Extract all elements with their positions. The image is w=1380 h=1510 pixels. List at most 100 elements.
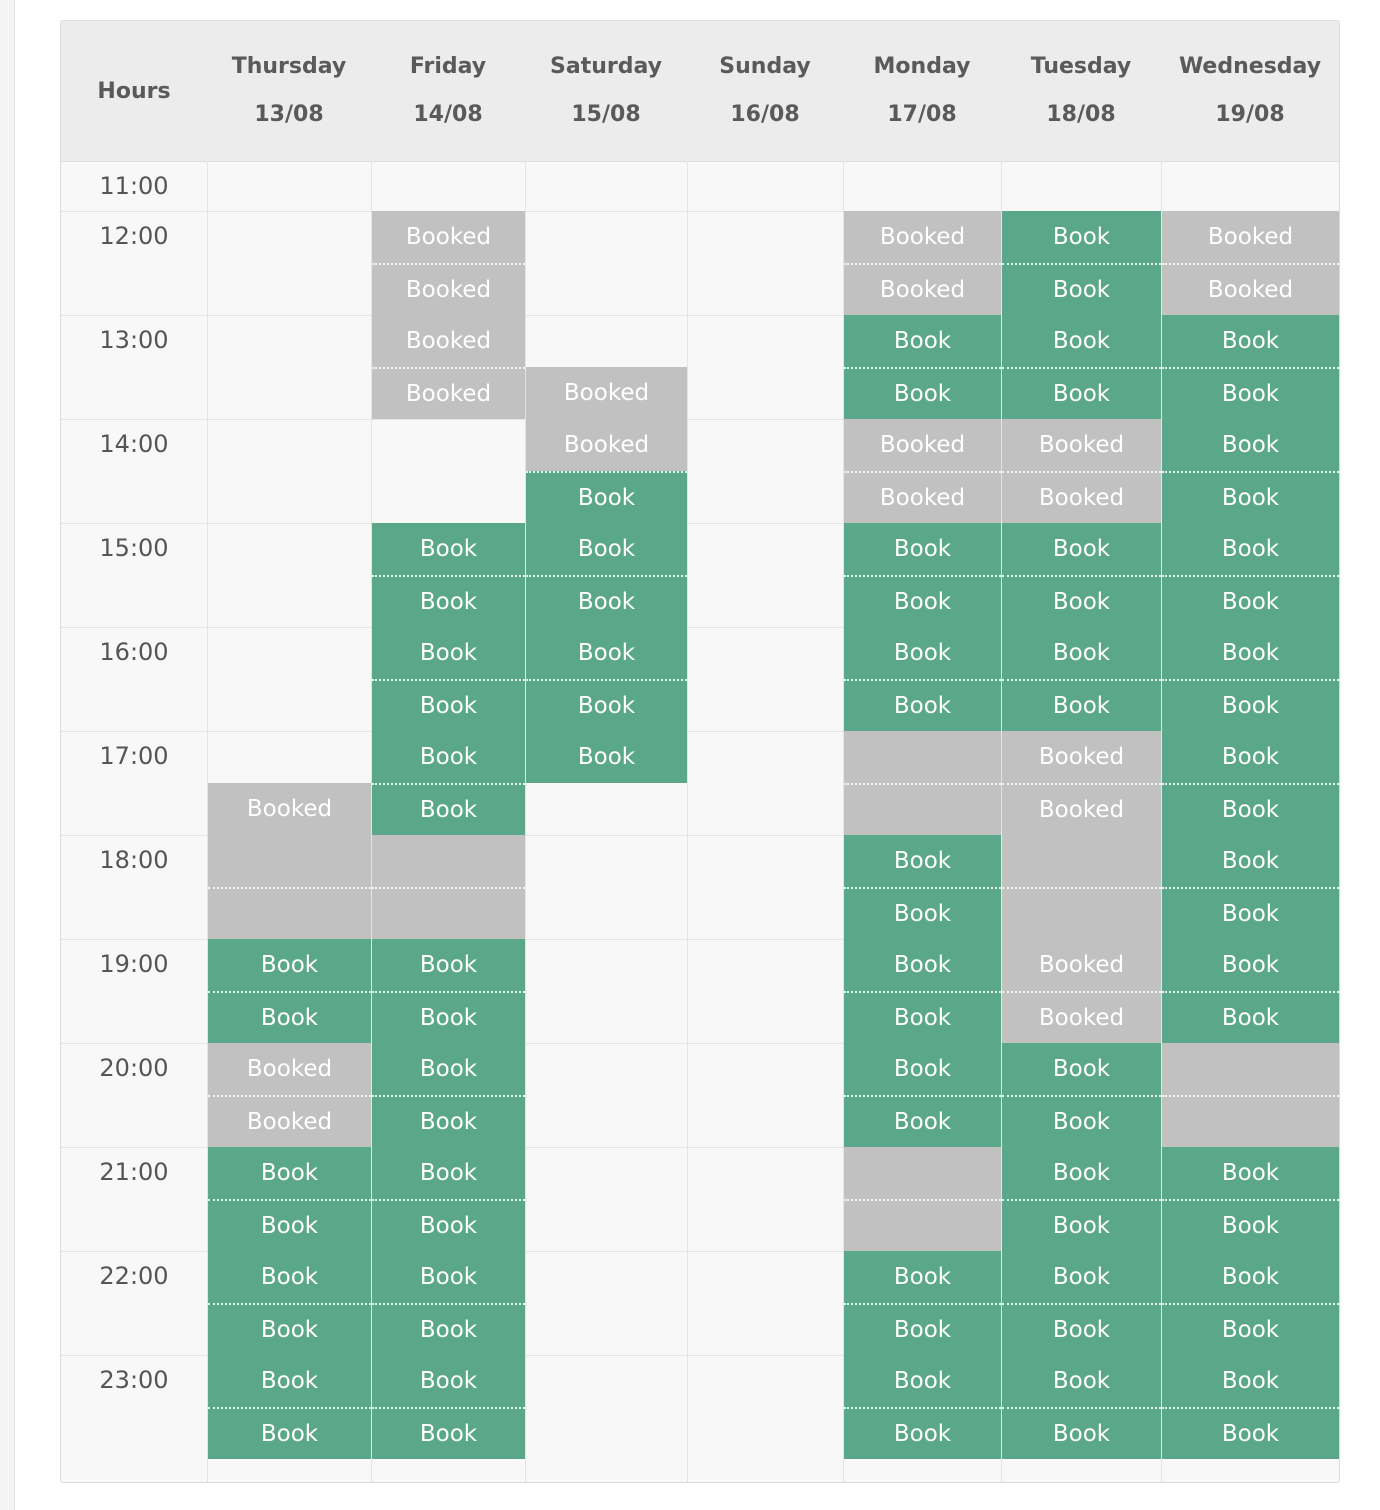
row-divider (61, 1355, 1339, 1356)
book-slot-button[interactable]: Book (844, 991, 1001, 1043)
book-slot-button[interactable]: Book (1162, 1303, 1339, 1355)
book-slot-button[interactable]: Book (1162, 627, 1339, 679)
book-slot-button[interactable]: Book (372, 1147, 525, 1199)
book-slot-button[interactable]: Book (372, 627, 525, 679)
book-slot-button[interactable]: Book (372, 731, 525, 783)
book-slot-button[interactable]: Book (1002, 263, 1161, 315)
book-slot-button[interactable]: Book (208, 991, 371, 1043)
book-slot-button[interactable]: Book (1162, 991, 1339, 1043)
book-slot-button[interactable]: Book (372, 1355, 525, 1407)
book-slot-button[interactable]: Book (526, 575, 687, 627)
book-slot-button[interactable]: Book (1162, 679, 1339, 731)
book-slot-button[interactable]: Book (372, 939, 525, 991)
book-slot-button[interactable]: Book (844, 1251, 1001, 1303)
book-slot-button[interactable]: Book (844, 1355, 1001, 1407)
book-slot-button[interactable]: Book (1162, 1355, 1339, 1407)
book-slot-button[interactable]: Book (372, 1407, 525, 1459)
book-slot-button[interactable]: Book (372, 1095, 525, 1147)
booked-slot: Booked (1002, 731, 1161, 783)
book-slot-button[interactable]: Book (844, 627, 1001, 679)
booked-slot: Booked (844, 419, 1001, 471)
book-slot-button[interactable]: Book (844, 523, 1001, 575)
booked-slot: Booked (208, 1095, 371, 1147)
book-slot-button[interactable]: Book (844, 679, 1001, 731)
booking-schedule-table: Hours Thursday 13/08 Friday 14/08 Saturday 15… (60, 20, 1340, 1483)
row-divider (61, 1251, 1339, 1252)
book-slot-button[interactable]: Book (372, 679, 525, 731)
unavailable-slot (208, 835, 371, 887)
book-slot-button[interactable]: Book (1002, 1043, 1161, 1095)
book-slot-button[interactable]: Book (844, 315, 1001, 367)
book-slot-button[interactable]: Book (372, 783, 525, 835)
booked-slot: Booked (526, 367, 687, 419)
book-slot-button[interactable]: Book (1002, 627, 1161, 679)
book-slot-button[interactable]: Book (844, 367, 1001, 419)
book-slot-button[interactable]: Book (208, 1147, 371, 1199)
book-slot-button[interactable]: Book (1162, 939, 1339, 991)
book-slot-button[interactable]: Book (526, 731, 687, 783)
book-slot-button[interactable]: Book (844, 1095, 1001, 1147)
book-slot-button[interactable]: Book (208, 1355, 371, 1407)
book-slot-button[interactable]: Book (372, 1043, 525, 1095)
book-slot-button[interactable]: Book (1162, 1147, 1339, 1199)
book-slot-button[interactable]: Book (526, 679, 687, 731)
book-slot-button[interactable]: Book (1002, 679, 1161, 731)
book-slot-button[interactable]: Book (1162, 783, 1339, 835)
book-slot-button[interactable]: Book (208, 1251, 371, 1303)
book-slot-button[interactable]: Book (1162, 887, 1339, 939)
book-slot-button[interactable]: Book (1162, 835, 1339, 887)
day-name: Wednesday (1178, 54, 1322, 79)
book-slot-button[interactable]: Book (1162, 523, 1339, 575)
book-slot-button[interactable]: Book (372, 523, 525, 575)
book-slot-button[interactable]: Book (208, 1407, 371, 1459)
book-slot-button[interactable]: Book (1002, 1251, 1161, 1303)
book-slot-button[interactable]: Book (1162, 367, 1339, 419)
book-slot-button[interactable]: Book (1162, 1407, 1339, 1459)
book-slot-button[interactable]: Book (1162, 1199, 1339, 1251)
book-slot-button[interactable]: Book (1162, 315, 1339, 367)
book-slot-button[interactable]: Book (1002, 575, 1161, 627)
book-slot-button[interactable]: Book (1002, 367, 1161, 419)
book-slot-button[interactable]: Book (208, 939, 371, 991)
book-slot-button[interactable]: Book (372, 1199, 525, 1251)
book-slot-button[interactable]: Book (844, 887, 1001, 939)
hour-label: 23:00 (99, 1366, 169, 1394)
row-divider (61, 1043, 1339, 1044)
book-slot-button[interactable]: Book (208, 1199, 371, 1251)
column-divider (843, 161, 844, 1482)
book-slot-button[interactable]: Book (1002, 211, 1161, 263)
book-slot-button[interactable]: Book (1002, 315, 1161, 367)
book-slot-button[interactable]: Book (1002, 1095, 1161, 1147)
book-slot-button[interactable]: Book (1002, 1303, 1161, 1355)
book-slot-button[interactable]: Book (526, 523, 687, 575)
book-slot-button[interactable]: Book (208, 1303, 371, 1355)
book-slot-button[interactable]: Book (1162, 471, 1339, 523)
book-slot-button[interactable]: Book (1162, 419, 1339, 471)
book-slot-button[interactable]: Book (526, 627, 687, 679)
book-slot-button[interactable]: Book (372, 991, 525, 1043)
book-slot-button[interactable]: Book (1002, 1355, 1161, 1407)
book-slot-button[interactable]: Book (844, 1303, 1001, 1355)
book-slot-button[interactable]: Book (844, 835, 1001, 887)
book-slot-button[interactable]: Book (1002, 1199, 1161, 1251)
book-slot-button[interactable]: Book (372, 575, 525, 627)
booked-slot: Booked (844, 211, 1001, 263)
book-slot-button[interactable]: Book (1002, 523, 1161, 575)
book-slot-button[interactable]: Book (372, 1251, 525, 1303)
book-slot-button[interactable]: Book (844, 575, 1001, 627)
row-divider (61, 835, 1339, 836)
row-divider (61, 419, 1339, 420)
book-slot-button[interactable]: Book (372, 1303, 525, 1355)
book-slot-button[interactable]: Book (1002, 1147, 1161, 1199)
book-slot-button[interactable]: Book (844, 939, 1001, 991)
day-date: 15/08 (571, 102, 641, 127)
book-slot-button[interactable]: Book (1162, 575, 1339, 627)
day-name: Sunday (719, 54, 811, 79)
book-slot-button[interactable]: Book (844, 1407, 1001, 1459)
book-slot-button[interactable]: Book (1002, 1407, 1161, 1459)
booked-slot: Booked (526, 419, 687, 471)
book-slot-button[interactable]: Book (1162, 1251, 1339, 1303)
book-slot-button[interactable]: Book (526, 471, 687, 523)
book-slot-button[interactable]: Book (844, 1043, 1001, 1095)
book-slot-button[interactable]: Book (1162, 731, 1339, 783)
